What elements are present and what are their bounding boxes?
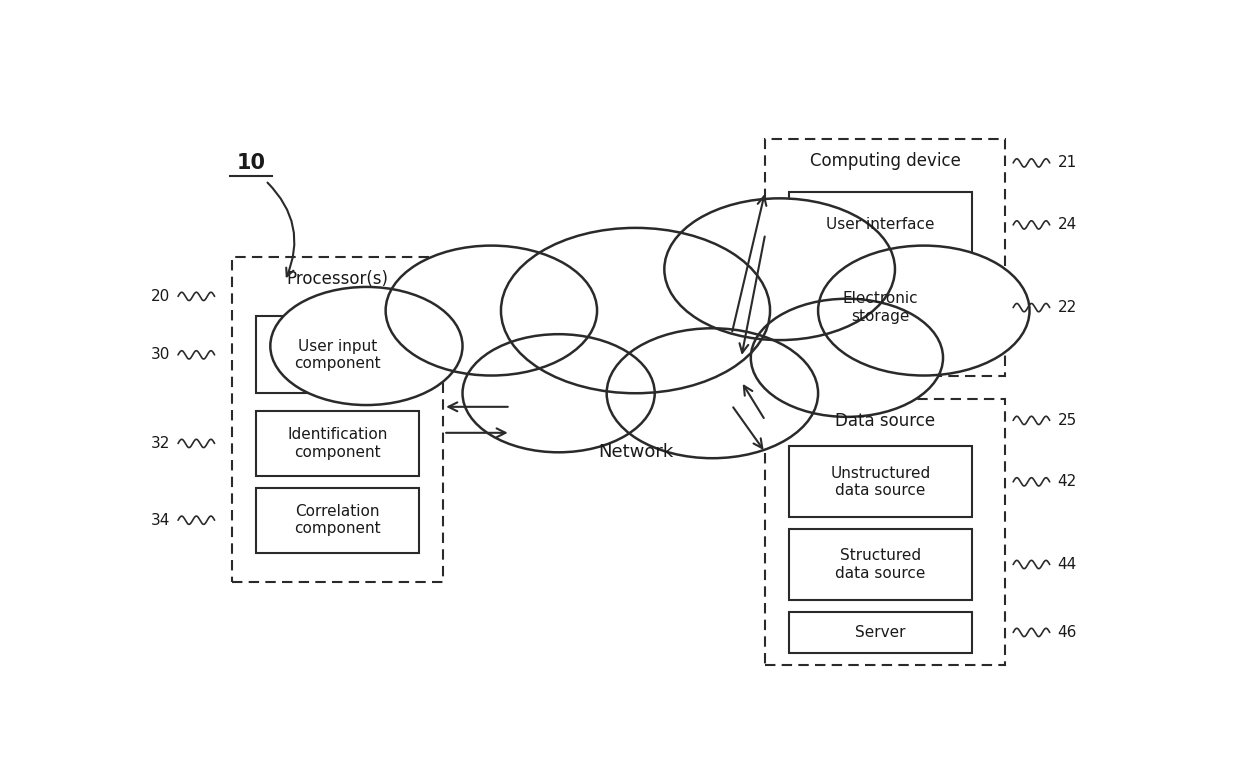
- Bar: [789, 612, 972, 653]
- Text: 46: 46: [1058, 625, 1076, 640]
- Text: User interface: User interface: [826, 217, 935, 232]
- Text: 22: 22: [1058, 300, 1076, 315]
- Text: 24: 24: [1058, 217, 1076, 232]
- Circle shape: [606, 328, 818, 458]
- Bar: [765, 140, 1006, 376]
- Bar: [789, 529, 972, 600]
- Bar: [789, 269, 972, 346]
- Text: Processor(s): Processor(s): [286, 271, 388, 288]
- Text: 10: 10: [237, 153, 265, 173]
- Circle shape: [386, 245, 596, 376]
- Text: Electronic
storage: Electronic storage: [843, 291, 919, 324]
- Text: 34: 34: [151, 512, 170, 528]
- Bar: [255, 488, 419, 553]
- Text: 42: 42: [1058, 474, 1076, 489]
- Bar: [765, 399, 1006, 665]
- Bar: [255, 317, 419, 393]
- Text: Unstructured
data source: Unstructured data source: [831, 466, 931, 498]
- Circle shape: [270, 287, 463, 405]
- Text: Network: Network: [598, 443, 673, 461]
- Text: 30: 30: [151, 347, 170, 362]
- Text: 32: 32: [151, 436, 170, 451]
- Circle shape: [501, 228, 770, 393]
- Circle shape: [665, 199, 895, 340]
- Text: Identification
component: Identification component: [288, 427, 388, 459]
- Text: 21: 21: [1058, 156, 1076, 170]
- Text: Correlation
component: Correlation component: [294, 504, 381, 536]
- Bar: [255, 411, 419, 476]
- Circle shape: [750, 298, 942, 417]
- Bar: [789, 446, 972, 517]
- Text: Computing device: Computing device: [810, 153, 961, 170]
- Text: Server: Server: [856, 625, 905, 640]
- Text: Data source: Data source: [836, 412, 935, 430]
- Text: User input
component: User input component: [294, 339, 381, 371]
- Circle shape: [818, 245, 1029, 376]
- Text: Structured
data source: Structured data source: [836, 548, 926, 581]
- Text: 20: 20: [151, 289, 170, 304]
- Text: 25: 25: [1058, 413, 1076, 428]
- Bar: [232, 258, 444, 582]
- Text: 44: 44: [1058, 557, 1076, 572]
- Bar: [789, 193, 972, 258]
- Circle shape: [463, 334, 655, 453]
